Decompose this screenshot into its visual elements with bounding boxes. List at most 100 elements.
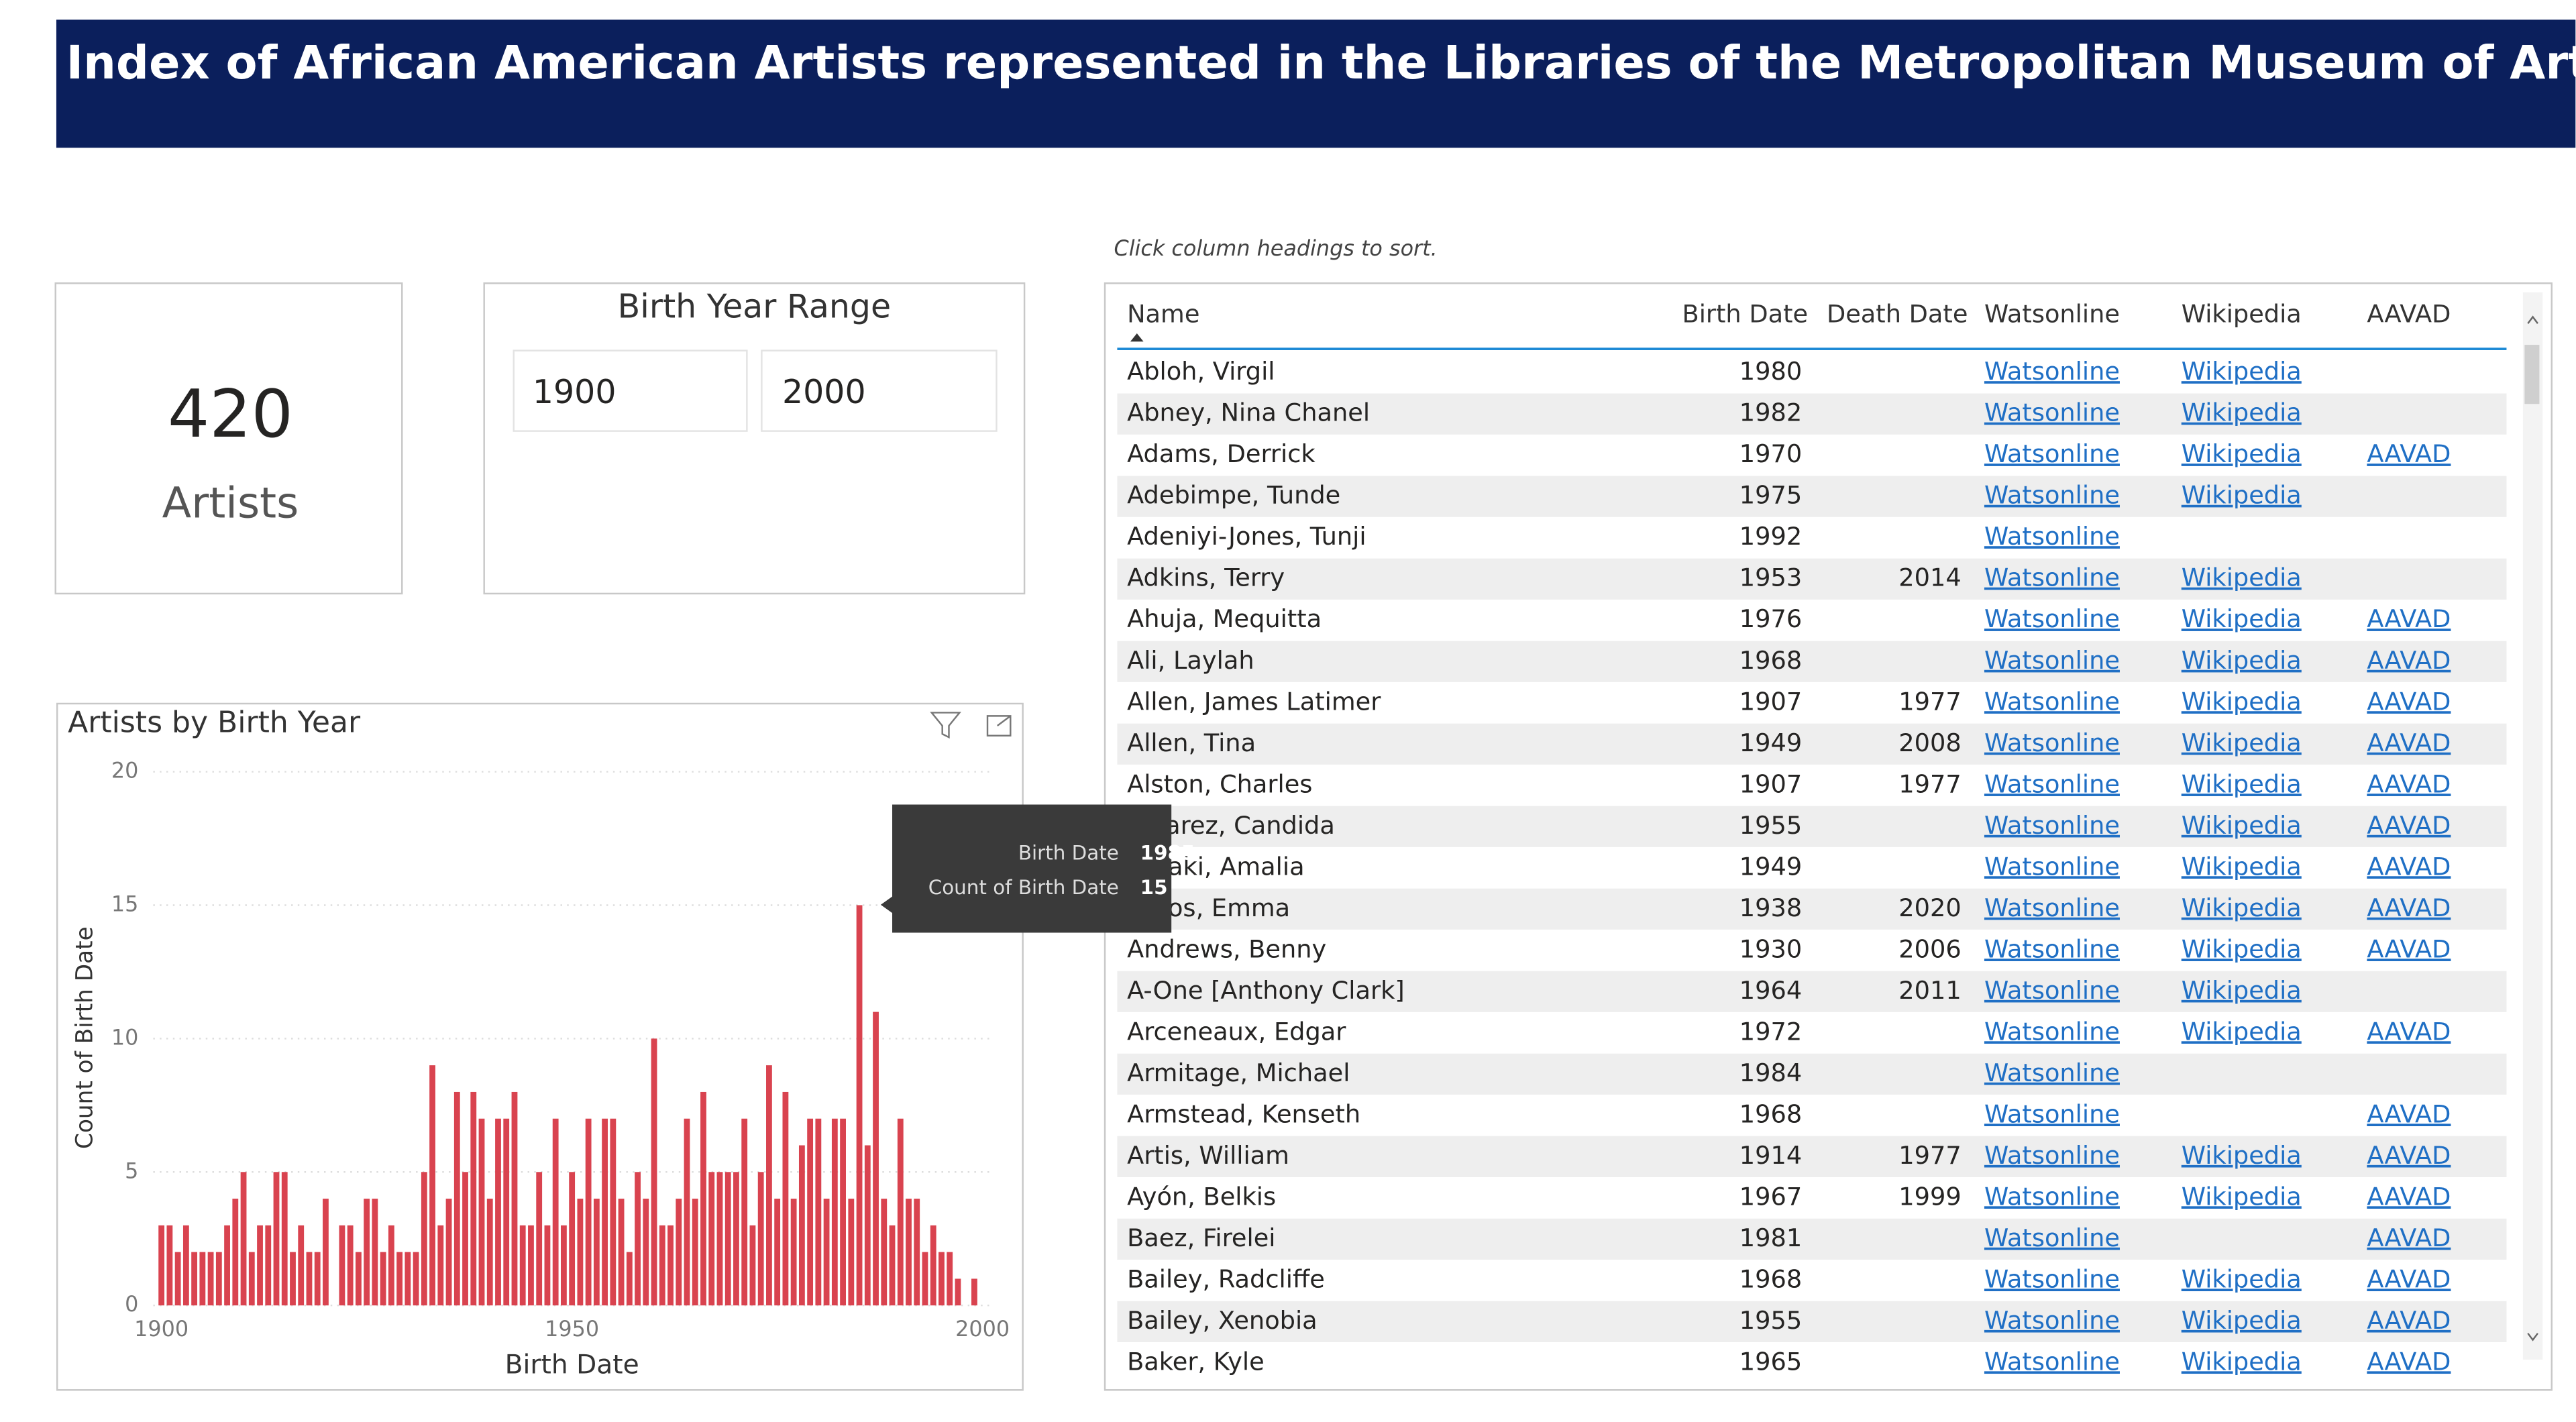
bar[interactable]	[503, 1118, 510, 1306]
bar[interactable]	[585, 1118, 592, 1306]
column-header[interactable]: AAVAD	[2367, 300, 2451, 329]
link-cell[interactable]: Wikipedia	[2182, 769, 2302, 798]
link-cell[interactable]: Watsonline	[1984, 357, 2120, 386]
bar[interactable]	[733, 1172, 739, 1306]
link-cell[interactable]: Watsonline	[1984, 646, 2120, 675]
bar[interactable]	[774, 1199, 781, 1306]
link-cell[interactable]: Watsonline	[1984, 769, 2120, 798]
bar[interactable]	[749, 1225, 756, 1306]
column-header[interactable]: Watsonline	[1984, 300, 2120, 329]
bar[interactable]	[831, 1118, 838, 1306]
bar[interactable]	[716, 1172, 723, 1306]
bar[interactable]	[626, 1252, 633, 1306]
bar[interactable]	[782, 1091, 789, 1306]
bar[interactable]	[700, 1091, 706, 1306]
bar[interactable]	[692, 1199, 698, 1306]
bar[interactable]	[174, 1252, 181, 1306]
bar[interactable]	[298, 1225, 305, 1306]
link-cell[interactable]: AAVAD	[2367, 439, 2451, 468]
bar[interactable]	[437, 1225, 444, 1306]
column-header[interactable]: Wikipedia	[2182, 300, 2302, 329]
bar[interactable]	[364, 1199, 370, 1306]
link-cell[interactable]: Watsonline	[1984, 481, 2120, 510]
bar[interactable]	[511, 1091, 518, 1306]
link-cell[interactable]: Wikipedia	[2182, 728, 2302, 757]
scroll-thumb[interactable]	[2524, 345, 2540, 404]
link-cell[interactable]: AAVAD	[2367, 769, 2451, 798]
column-header[interactable]: Birth Date	[1682, 300, 1809, 329]
bar[interactable]	[405, 1252, 411, 1306]
bar[interactable]	[914, 1199, 920, 1306]
bar[interactable]	[248, 1252, 255, 1306]
link-cell[interactable]: Wikipedia	[2182, 1017, 2302, 1046]
bar[interactable]	[413, 1252, 419, 1306]
bar[interactable]	[240, 1172, 247, 1306]
bar[interactable]	[215, 1252, 222, 1306]
bar[interactable]	[158, 1225, 165, 1306]
bar[interactable]	[265, 1225, 272, 1306]
slicer-from-box[interactable]	[513, 349, 748, 432]
bar[interactable]	[593, 1199, 600, 1306]
link-cell[interactable]: AAVAD	[2367, 1306, 2451, 1335]
link-cell[interactable]: Watsonline	[1984, 1347, 2120, 1376]
bar[interactable]	[396, 1252, 403, 1306]
link-cell[interactable]: Wikipedia	[2182, 811, 2302, 840]
link-cell[interactable]: Watsonline	[1984, 1017, 2120, 1046]
bar[interactable]	[667, 1225, 674, 1306]
link-cell[interactable]: Watsonline	[1984, 893, 2120, 922]
link-cell[interactable]: AAVAD	[2367, 687, 2451, 716]
link-cell[interactable]: Watsonline	[1984, 811, 2120, 840]
link-cell[interactable]: AAVAD	[2367, 728, 2451, 757]
bar[interactable]	[199, 1252, 206, 1306]
bar[interactable]	[552, 1118, 559, 1306]
link-cell[interactable]: Watsonline	[1984, 604, 2120, 633]
bar[interactable]	[938, 1252, 945, 1306]
link-cell[interactable]: AAVAD	[2367, 604, 2451, 633]
link-cell[interactable]: Wikipedia	[2182, 1347, 2302, 1376]
link-cell[interactable]: Wikipedia	[2182, 687, 2302, 716]
bar[interactable]	[955, 1278, 961, 1306]
bar[interactable]	[741, 1118, 748, 1306]
bar[interactable]	[569, 1172, 576, 1306]
bar[interactable]	[306, 1252, 313, 1306]
bar[interactable]	[486, 1199, 493, 1306]
link-cell[interactable]: Wikipedia	[2182, 852, 2302, 881]
link-cell[interactable]: Wikipedia	[2182, 439, 2302, 468]
bar[interactable]	[676, 1199, 682, 1306]
bar[interactable]	[815, 1118, 822, 1306]
bar[interactable]	[906, 1199, 912, 1306]
link-cell[interactable]: Wikipedia	[2182, 563, 2302, 592]
bar[interactable]	[864, 1145, 871, 1306]
link-cell[interactable]: AAVAD	[2367, 1017, 2451, 1046]
bar[interactable]	[602, 1118, 608, 1306]
bar[interactable]	[445, 1199, 452, 1306]
column-header[interactable]: Death Date	[1827, 300, 1968, 329]
link-cell[interactable]: Watsonline	[1984, 398, 2120, 427]
bar[interactable]	[290, 1252, 296, 1306]
link-cell[interactable]: Watsonline	[1984, 976, 2120, 1005]
bar[interactable]	[618, 1199, 625, 1306]
link-cell[interactable]: Wikipedia	[2182, 1264, 2302, 1293]
bar[interactable]	[470, 1091, 477, 1306]
scroll-arrows[interactable]	[2527, 315, 2538, 1342]
link-cell[interactable]: Watsonline	[1984, 1099, 2120, 1128]
bar[interactable]	[339, 1225, 345, 1306]
bar[interactable]	[182, 1225, 189, 1306]
bar[interactable]	[519, 1225, 526, 1306]
bar[interactable]	[873, 1011, 879, 1306]
scrollbar[interactable]	[2522, 292, 2543, 1360]
bar[interactable]	[643, 1199, 649, 1306]
bar[interactable]	[429, 1065, 435, 1306]
bar[interactable]	[684, 1118, 690, 1306]
bar[interactable]	[971, 1278, 977, 1306]
link-cell[interactable]: Wikipedia	[2182, 1182, 2302, 1211]
bar[interactable]	[659, 1225, 665, 1306]
slicer-to-box[interactable]	[761, 349, 998, 432]
link-cell[interactable]: AAVAD	[2367, 852, 2451, 881]
bar[interactable]	[930, 1225, 936, 1306]
link-cell[interactable]: AAVAD	[2367, 934, 2451, 963]
link-cell[interactable]: AAVAD	[2367, 1099, 2451, 1128]
bar[interactable]	[166, 1225, 173, 1306]
link-cell[interactable]: AAVAD	[2367, 893, 2451, 922]
focus-icon[interactable]	[986, 715, 1012, 736]
